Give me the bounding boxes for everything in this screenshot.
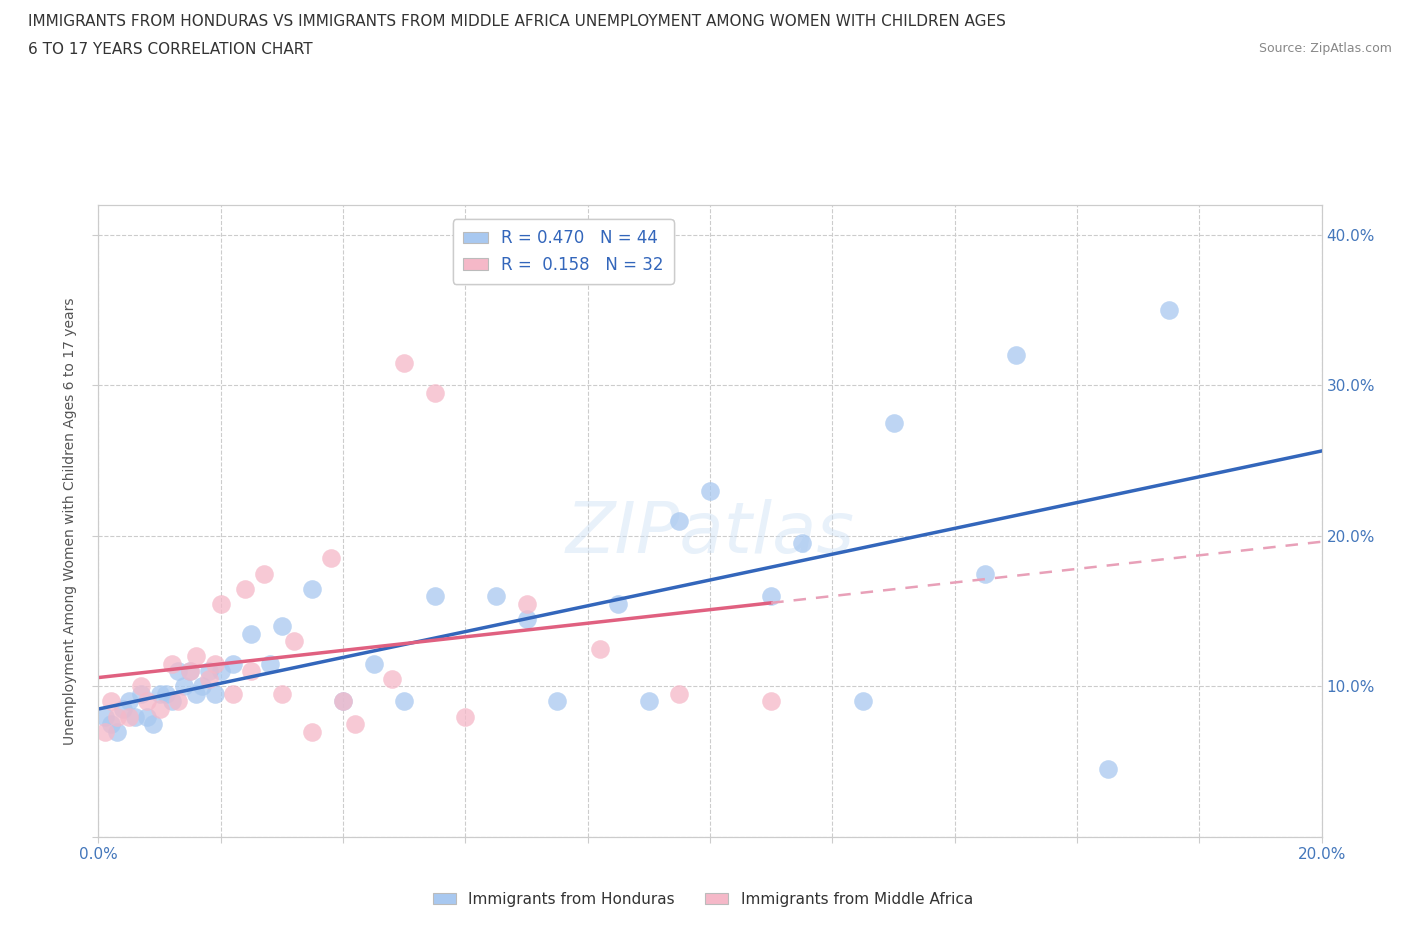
Point [222, 686, 245, 701]
Point [332, 694, 354, 709]
Point [100, 694, 122, 709]
Point [790, 536, 813, 551]
Point [301, 724, 323, 739]
Point [759, 589, 782, 604]
Point [852, 694, 875, 709]
Point [454, 709, 477, 724]
Point [883, 416, 905, 431]
Point [485, 589, 508, 604]
Point [423, 589, 446, 604]
Point [1004, 348, 1026, 363]
Point [179, 664, 201, 679]
Point [759, 694, 782, 709]
Point [516, 611, 538, 626]
Point [209, 664, 232, 679]
Point [105, 709, 128, 724]
Point [105, 724, 128, 739]
Text: 6 TO 17 YEARS CORRELATION CHART: 6 TO 17 YEARS CORRELATION CHART [28, 42, 312, 57]
Point [155, 686, 177, 701]
Point [209, 596, 232, 611]
Point [129, 679, 152, 694]
Point [197, 664, 219, 679]
Point [381, 671, 404, 686]
Point [179, 664, 201, 679]
Point [270, 618, 292, 633]
Point [136, 709, 159, 724]
Legend: Immigrants from Honduras, Immigrants from Middle Africa: Immigrants from Honduras, Immigrants fro… [427, 886, 979, 913]
Point [283, 634, 305, 649]
Point [1157, 302, 1180, 317]
Point [142, 717, 165, 732]
Point [363, 657, 385, 671]
Point [111, 701, 134, 716]
Point [607, 596, 630, 611]
Point [222, 657, 245, 671]
Point [344, 717, 367, 732]
Point [423, 385, 446, 400]
Point [204, 657, 226, 671]
Point [270, 686, 292, 701]
Point [668, 513, 690, 528]
Point [160, 694, 183, 709]
Point [516, 596, 538, 611]
Point [136, 694, 159, 709]
Point [699, 484, 721, 498]
Legend: R = 0.470   N = 44, R =  0.158   N = 32: R = 0.470 N = 44, R = 0.158 N = 32 [453, 219, 673, 284]
Point [118, 694, 141, 709]
Point [332, 694, 354, 709]
Point [392, 355, 416, 370]
Point [186, 649, 208, 664]
Point [301, 581, 323, 596]
Point [546, 694, 568, 709]
Point [167, 664, 190, 679]
Point [589, 642, 612, 657]
Point [167, 694, 190, 709]
Point [197, 671, 219, 686]
Point [118, 709, 141, 724]
Point [93, 709, 115, 724]
Text: IMMIGRANTS FROM HONDURAS VS IMMIGRANTS FROM MIDDLE AFRICA UNEMPLOYMENT AMONG WOM: IMMIGRANTS FROM HONDURAS VS IMMIGRANTS F… [28, 14, 1007, 29]
Point [186, 686, 208, 701]
Point [149, 686, 172, 701]
Point [392, 694, 416, 709]
Point [160, 657, 183, 671]
Point [252, 566, 274, 581]
Point [124, 709, 146, 724]
Point [129, 686, 152, 701]
Point [259, 657, 281, 671]
Point [204, 686, 226, 701]
Point [637, 694, 661, 709]
Point [240, 664, 263, 679]
Point [149, 701, 172, 716]
Point [233, 581, 256, 596]
Text: Source: ZipAtlas.com: Source: ZipAtlas.com [1258, 42, 1392, 55]
Point [974, 566, 997, 581]
Point [191, 679, 214, 694]
Point [319, 551, 342, 565]
Text: ZIPatlas: ZIPatlas [565, 499, 855, 568]
Point [100, 717, 122, 732]
Point [93, 724, 115, 739]
Point [668, 686, 690, 701]
Y-axis label: Unemployment Among Women with Children Ages 6 to 17 years: Unemployment Among Women with Children A… [63, 297, 77, 745]
Point [1097, 762, 1119, 777]
Point [240, 626, 263, 641]
Point [173, 679, 195, 694]
